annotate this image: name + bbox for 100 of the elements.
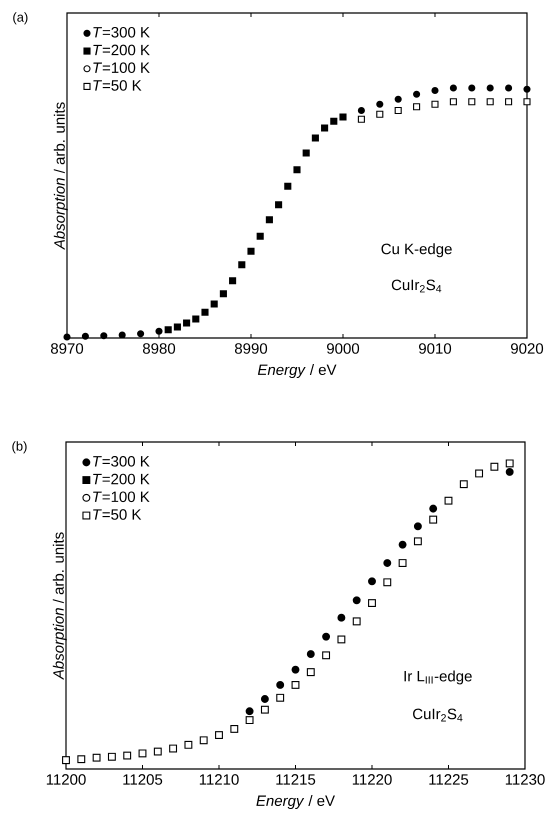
point: [398, 559, 407, 567]
point: [358, 106, 365, 114]
chart-title: (b): [12, 441, 27, 454]
legend-label: T=200 K: [93, 474, 150, 484]
point: [394, 96, 402, 103]
point: [394, 106, 402, 114]
point: [352, 617, 361, 626]
point: [100, 332, 108, 340]
point: [306, 650, 315, 658]
x-tick-label: 11220: [352, 774, 392, 785]
legend-label: T=200 K: [93, 44, 150, 56]
x-axis-title: Energy / eV: [258, 364, 336, 378]
point: [429, 516, 438, 524]
point: [398, 540, 407, 549]
point: [266, 216, 273, 224]
point: [155, 328, 163, 335]
legend-label: T=100 K: [93, 491, 150, 502]
point: [322, 632, 330, 641]
point: [230, 725, 238, 733]
point: [450, 84, 457, 92]
x-tick-label: 11215: [276, 774, 316, 785]
x-tick-label: 8970: [50, 343, 84, 354]
point: [383, 559, 392, 567]
point: [154, 748, 162, 756]
legend-label: T=100 K: [93, 62, 150, 74]
point: [368, 599, 376, 607]
point: [276, 694, 284, 702]
x-tick-label: 11225: [429, 774, 468, 785]
point: [200, 736, 208, 744]
point: [306, 668, 315, 676]
point: [413, 90, 420, 98]
point: [506, 459, 514, 468]
point: [210, 300, 218, 308]
point: [238, 261, 246, 268]
point: [339, 113, 347, 121]
point: [376, 100, 384, 108]
point: [490, 462, 498, 471]
point: [215, 731, 223, 740]
point: [468, 98, 476, 106]
point: [184, 740, 192, 749]
point: [358, 116, 365, 123]
x-tick-label: 11230: [506, 774, 545, 785]
point: [164, 326, 172, 334]
annotation: Cu K-edge: [382, 243, 452, 258]
x-tick-label: 11200: [46, 774, 86, 785]
chart-title: (a): [13, 12, 28, 24]
point: [460, 480, 468, 488]
point: [337, 635, 346, 644]
point: [486, 84, 494, 92]
point: [292, 681, 300, 689]
x-tick-label: 11210: [200, 774, 239, 785]
point: [92, 754, 101, 762]
point: [312, 134, 319, 142]
point: [192, 315, 200, 323]
point: [414, 537, 422, 546]
x-tick-label: 9020: [511, 343, 544, 354]
point: [523, 98, 531, 106]
point: [276, 681, 284, 689]
point: [260, 706, 269, 714]
point: [302, 149, 310, 157]
point: [337, 614, 346, 622]
point: [413, 103, 420, 110]
point: [322, 651, 330, 660]
x-tick-label: 9010: [419, 343, 452, 354]
point: [376, 110, 384, 118]
point: [174, 323, 181, 331]
point: [486, 98, 494, 106]
point: [431, 86, 439, 94]
point: [321, 124, 328, 132]
legend-label: T=50 K: [93, 509, 142, 520]
point: [505, 84, 512, 92]
point: [201, 308, 209, 316]
point: [444, 496, 452, 505]
point: [246, 707, 254, 716]
annotation: CuIr$_{2}$S$_{4}$: [413, 708, 462, 722]
point: [284, 182, 292, 190]
legend-label: T=300 K: [93, 456, 150, 467]
x-tick-label: 8980: [142, 343, 176, 354]
point: [169, 744, 178, 752]
point: [123, 752, 132, 760]
point: [82, 332, 89, 340]
x-tick-label: 9000: [327, 343, 360, 354]
point: [62, 756, 70, 764]
point: [293, 166, 301, 174]
point: [429, 504, 438, 513]
point: [468, 84, 476, 92]
point: [246, 716, 254, 724]
point: [77, 755, 86, 764]
legend-label: T=300 K: [93, 26, 150, 38]
point: [450, 98, 457, 106]
point: [475, 470, 484, 478]
point: [275, 201, 282, 208]
x-axis-title: Energy / eV: [256, 795, 335, 809]
point: [506, 468, 514, 476]
point: [138, 749, 146, 758]
point: [523, 86, 531, 93]
point: [330, 118, 338, 125]
x-tick-label: 8990: [234, 343, 268, 354]
point: [137, 330, 144, 338]
point: [108, 752, 116, 761]
